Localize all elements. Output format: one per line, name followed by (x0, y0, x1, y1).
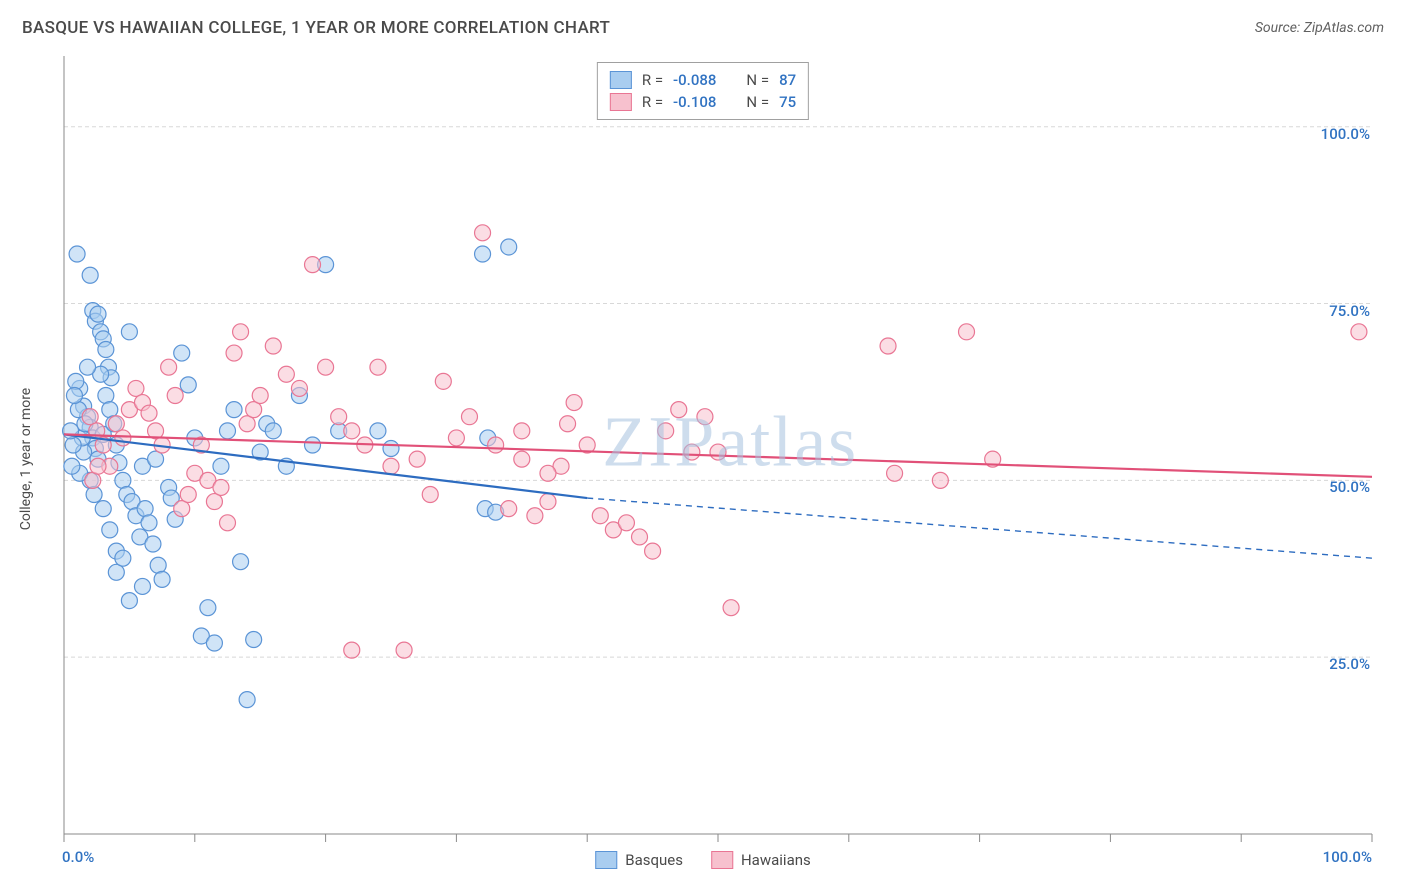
r-value: -0.108 (673, 93, 716, 111)
legend-swatch (610, 93, 632, 111)
series-legend-item: Basques (595, 851, 683, 869)
source-prefix: Source: (1255, 20, 1304, 36)
correlation-legend: R = -0.088 N = 87 R = -0.108 N = 75 (597, 62, 809, 120)
legend-row: R = -0.108 N = 75 (610, 91, 796, 113)
series-legend: Basques Hawaiians (595, 844, 811, 876)
chart-title: BASQUE VS HAWAIIAN COLLEGE, 1 YEAR OR MO… (22, 18, 610, 38)
y-gridline-label-50: 50.0% (1329, 478, 1370, 496)
legend-swatch (595, 851, 617, 869)
y-gridline-label-25: 25.0% (1329, 655, 1370, 673)
r-label: R = (642, 93, 663, 111)
x-axis-max-label: 100.0% (1323, 848, 1372, 866)
source-name: ZipAtlas.com (1304, 20, 1384, 36)
legend-swatch (610, 71, 632, 89)
legend-row: R = -0.088 N = 87 (610, 69, 796, 91)
n-value: 75 (779, 93, 796, 111)
chart-container: College, 1 year or more ZIPatlas R =-0.0… (22, 44, 1384, 874)
legend-swatch (711, 851, 733, 869)
series-label: Hawaiians (741, 851, 811, 869)
r-label: R = (642, 71, 663, 89)
series-label: Basques (625, 851, 683, 869)
source-attribution: Source: ZipAtlas.com (1255, 20, 1384, 36)
n-label: N = (746, 93, 769, 111)
n-value: 87 (779, 71, 796, 89)
r-value: -0.088 (673, 71, 716, 89)
y-gridline-label-75: 75.0% (1329, 302, 1370, 320)
x-axis-min-label: 0.0% (62, 848, 94, 866)
scatter-chart (22, 44, 1384, 874)
n-label: N = (746, 71, 769, 89)
series-legend-item: Hawaiians (711, 851, 811, 869)
y-gridline-label-100: 100.0% (1321, 125, 1370, 143)
